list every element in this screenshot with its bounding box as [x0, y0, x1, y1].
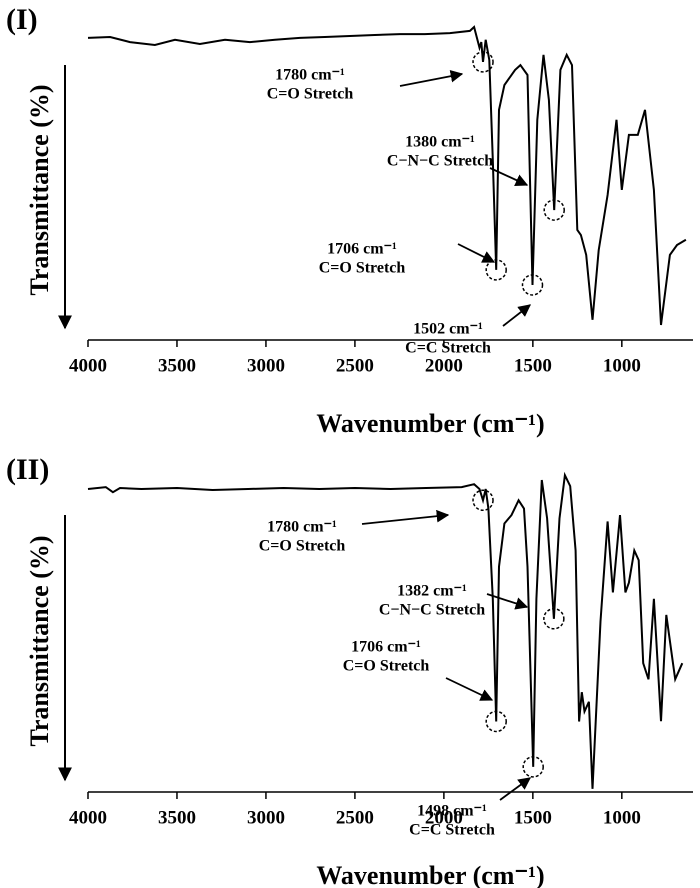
peak-marker: [543, 608, 565, 630]
x-tick-label: 4000: [69, 807, 107, 828]
annotation-text: C=O Stretch: [259, 538, 346, 555]
annotation-arrow: [502, 304, 531, 327]
x-tick-label: 1500: [514, 355, 552, 376]
x-tick-label: 1000: [603, 355, 641, 376]
x-tick-label: 2500: [336, 355, 374, 376]
x-tick-label: 3500: [158, 807, 196, 828]
annotation-text: C=C Stretch: [405, 340, 491, 357]
annotation-text: C=O Stretch: [343, 658, 430, 675]
panel-label: (I): [6, 3, 38, 36]
annotation-text: C=O Stretch: [267, 86, 354, 103]
x-tick-label: 1500: [514, 807, 552, 828]
annotation-arrow: [486, 593, 529, 610]
annotation-text: C=O Stretch: [319, 260, 406, 277]
annotation-text: 1780 cm⁻¹: [275, 67, 345, 84]
annotation-arrow: [499, 777, 532, 801]
annotation-text: 1498 cm⁻¹: [417, 803, 487, 820]
annotation-text: 1706 cm⁻¹: [327, 241, 397, 258]
x-tick-label: 2000: [425, 807, 463, 828]
annotation-arrow: [457, 243, 496, 263]
peak-marker: [472, 489, 494, 512]
annotation-text: C=C Stretch: [409, 822, 495, 839]
x-tick-label: 2000: [425, 355, 463, 376]
peak-marker: [543, 199, 565, 221]
annotation-text: 1382 cm⁻¹: [397, 583, 467, 600]
x-axis-label: Wavenumber (cm⁻¹): [316, 409, 544, 438]
annotation-text: 1706 cm⁻¹: [351, 639, 421, 656]
x-tick-label: 3500: [158, 355, 196, 376]
annotation-text: 1380 cm⁻¹: [405, 134, 475, 151]
peak-marker: [485, 259, 507, 281]
annotation-text: C−N−C Stretch: [379, 602, 485, 619]
annotation-text: 1780 cm⁻¹: [267, 519, 337, 536]
spectrum-line: [87, 25, 687, 326]
x-tick-label: 4000: [69, 355, 107, 376]
annotation-text: 1502 cm⁻¹: [413, 321, 483, 338]
x-tick-label: 3000: [247, 807, 285, 828]
peak-marker: [521, 274, 544, 296]
panel-label: (II): [6, 453, 49, 486]
y-axis-label: Transmittance (%): [25, 535, 54, 746]
annotation-arrow: [399, 69, 464, 87]
annotation-arrow: [361, 509, 450, 525]
x-tick-label: 1000: [603, 807, 641, 828]
spectrum-line: [87, 471, 684, 789]
x-tick-label: 2500: [336, 807, 374, 828]
annotation-arrow: [489, 167, 529, 186]
x-axis-label: Wavenumber (cm⁻¹): [316, 861, 544, 888]
peak-marker: [472, 51, 494, 73]
peak-marker: [522, 756, 544, 778]
x-tick-label: 3000: [247, 355, 285, 376]
peak-marker: [485, 710, 507, 733]
annotation-text: C−N−C Stretch: [387, 153, 493, 170]
y-axis-label: Transmittance (%): [25, 84, 54, 295]
annotation-arrow: [445, 677, 494, 701]
